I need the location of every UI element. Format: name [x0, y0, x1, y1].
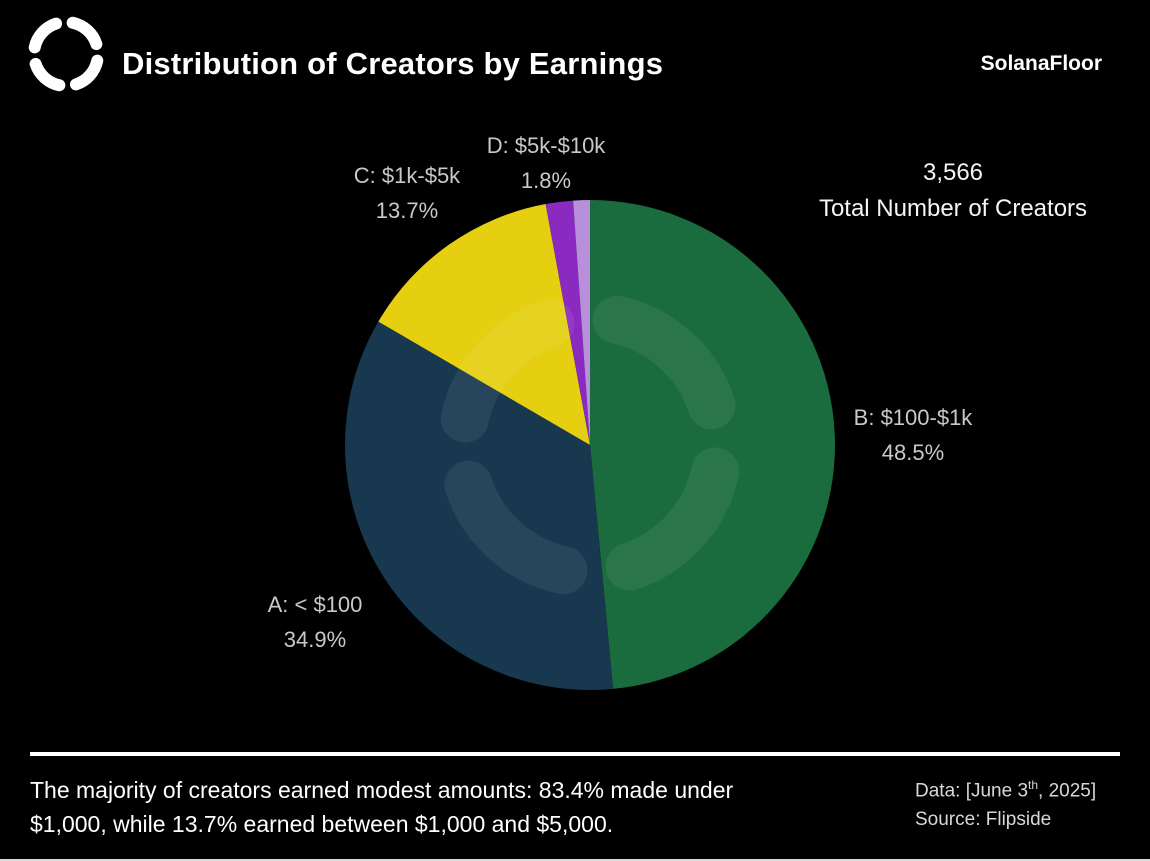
- summary-line-1: The majority of creators earned modest a…: [30, 777, 734, 803]
- summary-text: The majority of creators earned modest a…: [30, 773, 733, 841]
- data-date-suffix: , 2025]: [1038, 780, 1097, 802]
- total-creators-label: Total Number of Creators: [818, 195, 1088, 222]
- source-text: Source: Flipside: [915, 809, 1052, 831]
- page-title: Distribution of Creators by Earnings: [122, 46, 664, 81]
- total-creators: 3,566 Total Number of Creators: [772, 155, 1134, 227]
- watermark-logo-icon: [440, 295, 740, 595]
- slice-label-b-name: B: $100-$1k: [853, 405, 973, 430]
- pie-slice-0[interactable]: [590, 200, 835, 689]
- slice-label-a-name: A: < $100: [267, 592, 363, 617]
- bottom-border: [0, 859, 1150, 861]
- pie-slice-2[interactable]: [378, 204, 590, 445]
- slice-label-a-pct: 34.9%: [283, 627, 347, 652]
- data-date-ordinal: th: [1028, 778, 1039, 792]
- pie-chart[interactable]: [330, 185, 850, 705]
- solanafloor-logo-icon: [28, 16, 104, 92]
- slice-label-a: A: < $100 34.9%: [195, 587, 435, 657]
- slice-label-b: B: $100-$1k 48.5%: [793, 400, 1033, 470]
- slice-label-c: C: $1k-$5k 13.7%: [287, 158, 527, 228]
- brand-name: SolanaFloor: [980, 52, 1102, 75]
- data-date-prefix: Data: [June 3: [915, 780, 1029, 802]
- slice-label-d: D: $5k-$10k 1.8%: [426, 128, 666, 198]
- pie-slice-1[interactable]: [345, 321, 614, 690]
- summary-line-2: $1,000, while 13.7% earned between $1,00…: [30, 811, 614, 837]
- slice-label-c-name: C: $1k-$5k: [353, 163, 461, 188]
- footer-meta: Data: [June 3th, 2025] Source: Flipside: [915, 771, 1096, 834]
- slice-label-d-name: D: $5k-$10k: [486, 133, 606, 158]
- slice-label-d-pct: 1.8%: [520, 168, 572, 193]
- pie-slice-3[interactable]: [545, 200, 590, 445]
- slice-label-c-pct: 13.7%: [375, 198, 439, 223]
- slice-label-b-pct: 48.5%: [881, 440, 945, 465]
- divider-line: [30, 752, 1120, 756]
- data-date: Data: [June 3th, 2025]: [915, 771, 1096, 805]
- pie-slice-4[interactable]: [573, 199, 590, 445]
- total-creators-value: 3,566: [922, 159, 984, 186]
